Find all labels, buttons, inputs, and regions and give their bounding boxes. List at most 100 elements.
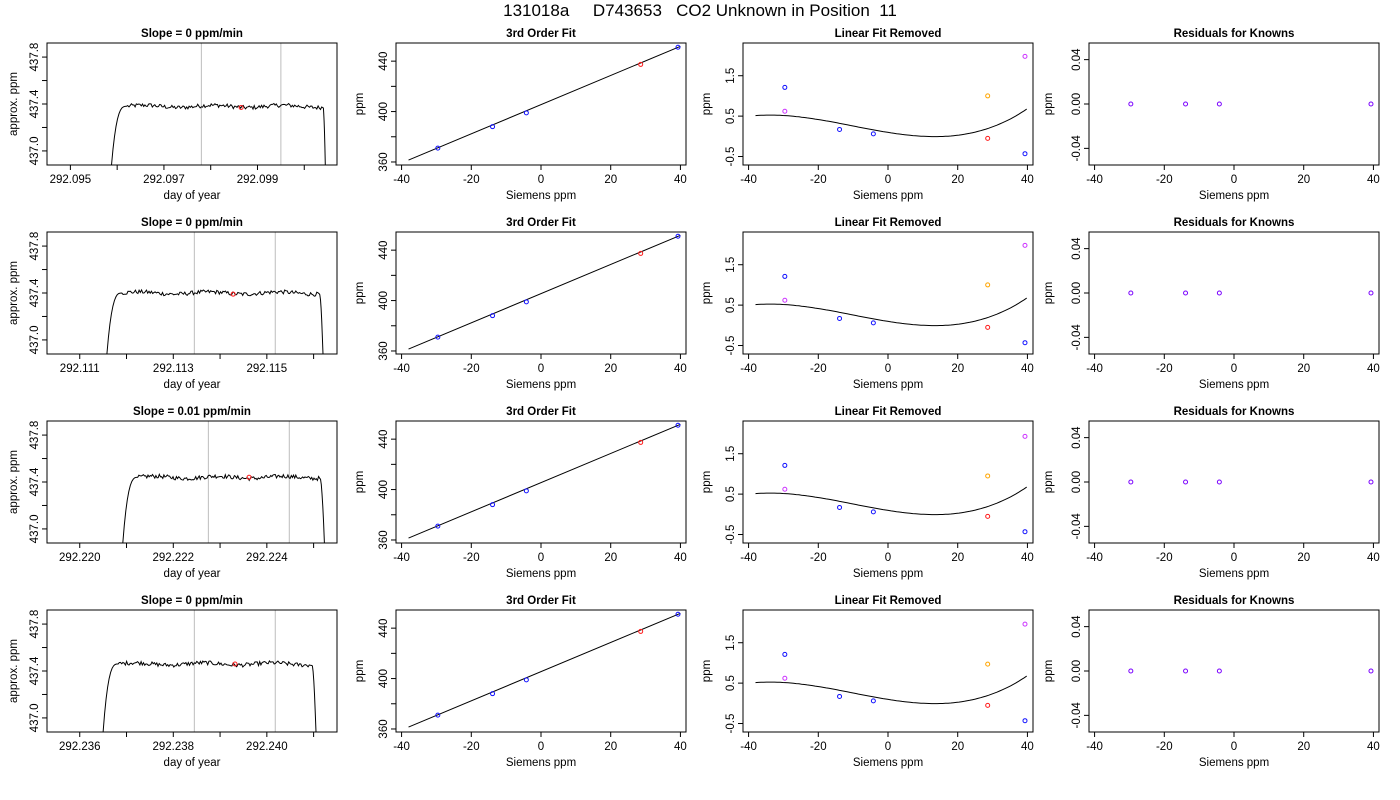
y-tick-label: -0.5 — [725, 714, 737, 734]
trace-line — [106, 288, 324, 354]
x-tick-label: -40 — [1086, 363, 1103, 375]
x-tick-label: 292.095 — [50, 174, 92, 186]
x-tick-label: -20 — [463, 174, 480, 186]
y-tick-label: -0.04 — [1071, 324, 1083, 351]
y-axis-label: approx. ppm — [8, 450, 20, 514]
panel-title: Linear Fit Removed — [835, 595, 942, 607]
y-tick-label: 437.8 — [29, 232, 41, 261]
y-tick-label: 0.5 — [725, 486, 737, 502]
y-tick-label: 0.5 — [725, 108, 737, 124]
known-point — [490, 502, 496, 508]
x-tick-label: 20 — [1297, 552, 1310, 564]
x-tick-label: 40 — [1367, 552, 1380, 564]
plot-area — [106, 232, 324, 354]
y-tick-label: 437.4 — [29, 89, 41, 118]
y-tick-label: -0.04 — [1071, 513, 1083, 540]
panel-title: 3rd Order Fit — [506, 595, 576, 607]
panel-title: Slope = 0 ppm/min — [141, 595, 243, 607]
y-tick-label: 0.04 — [1071, 426, 1083, 449]
y-axis-label: ppm — [354, 93, 366, 115]
panel-residuals-row3: Residuals for Knowns -40 -20 0 20 40 -0.04 0.00… — [1043, 406, 1380, 580]
y-tick-label: 0.5 — [725, 297, 737, 313]
y-tick-label: 437.4 — [29, 656, 41, 685]
y-axis-label: ppm — [701, 660, 713, 682]
y-tick-label: 360 — [378, 152, 390, 171]
x-tick-label: -40 — [393, 552, 410, 564]
x-axis-label: Siemens ppm — [1199, 757, 1269, 769]
plot-area — [755, 53, 1028, 157]
y-tick-label: -0.5 — [725, 147, 737, 167]
plot-frame — [46, 231, 338, 355]
known-point — [490, 313, 496, 319]
x-tick-label: -20 — [1156, 174, 1173, 186]
orange-point — [985, 93, 991, 99]
x-axis-label: day of year — [164, 379, 221, 391]
panel-trace-row4: Slope = 0 ppm/min 292.236 292.238 292.240 43… — [8, 595, 338, 769]
y-tick-label: 0.04 — [1071, 237, 1083, 260]
y-tick-label: 0.00 — [1071, 660, 1083, 682]
x-tick-label: 0 — [538, 174, 544, 186]
trace-line — [111, 102, 326, 165]
x-tick-label: -40 — [740, 174, 757, 186]
plot-frame — [1088, 42, 1380, 166]
known-point — [523, 299, 529, 305]
x-tick-label: -40 — [1086, 741, 1103, 753]
known-point — [870, 509, 876, 515]
panel-linear_removed-row1: Linear Fit Removed -40 -20 0 20 40 -0.5 0.5 1.5 S… — [701, 28, 1034, 202]
plot-frame — [395, 420, 687, 544]
x-tick-label: 292.220 — [59, 552, 101, 564]
residual-point — [1128, 101, 1134, 107]
trace-line — [102, 659, 317, 732]
y-axis-label: approx. ppm — [8, 72, 20, 136]
magenta-point — [782, 675, 788, 681]
known-point — [870, 698, 876, 704]
panel-fit-row3: 3rd Order Fit -40 -20 0 20 40 360 400 440 Siemens… — [354, 406, 687, 580]
y-tick-label: 0.00 — [1071, 282, 1083, 304]
x-axis-label: Siemens ppm — [853, 757, 923, 769]
y-tick-label: 360 — [378, 341, 390, 360]
plot-area — [1128, 668, 1374, 674]
y-axis-label: ppm — [354, 660, 366, 682]
residual-point — [1183, 479, 1189, 485]
x-axis-label: Siemens ppm — [506, 757, 576, 769]
unknown-point — [238, 105, 244, 111]
residual-point — [1368, 290, 1374, 296]
residual-point — [1128, 479, 1134, 485]
x-tick-label: 40 — [674, 552, 687, 564]
x-tick-label: 20 — [951, 174, 964, 186]
x-tick-label: 292.099 — [237, 174, 279, 186]
plot-frame — [1088, 609, 1380, 733]
panel-title: Slope = 0.01 ppm/min — [133, 406, 251, 418]
plot-area — [102, 610, 317, 732]
x-axis-label: day of year — [164, 190, 221, 202]
plot-area — [111, 43, 326, 165]
known-point — [490, 124, 496, 130]
x-tick-label: -40 — [1086, 174, 1103, 186]
y-axis-label: ppm — [701, 93, 713, 115]
y-tick-label: 440 — [378, 52, 390, 71]
panel-linear_removed-row3: Linear Fit Removed -40 -20 0 20 40 -0.5 0.5 1.5 S… — [701, 406, 1034, 580]
panel-title: Linear Fit Removed — [835, 406, 942, 418]
x-tick-label: 20 — [604, 174, 617, 186]
known-point — [837, 315, 843, 321]
x-axis-label: day of year — [164, 757, 221, 769]
y-axis-label: ppm — [354, 282, 366, 304]
x-tick-label: -40 — [740, 363, 757, 375]
y-axis-label: ppm — [1043, 660, 1055, 682]
x-tick-label: 0 — [885, 363, 891, 375]
plot-frame — [742, 609, 1034, 733]
plot-area — [755, 621, 1028, 724]
x-tick-label: 292.115 — [246, 363, 287, 375]
x-tick-label: 292.238 — [153, 741, 195, 753]
panel-title: Residuals for Knowns — [1174, 595, 1295, 607]
residual-point — [1216, 101, 1222, 107]
x-tick-label: -40 — [393, 741, 410, 753]
y-tick-label: 437.0 — [29, 704, 41, 733]
x-tick-label: 40 — [1367, 174, 1380, 186]
y-axis-label: ppm — [1043, 471, 1055, 493]
trace-line — [122, 472, 325, 543]
x-axis-label: Siemens ppm — [1199, 568, 1269, 580]
magenta-point — [782, 486, 788, 492]
panel-fit-row1: 3rd Order Fit -40 -20 0 20 40 360 400 440 Siemens… — [354, 28, 687, 202]
residual-point — [1216, 668, 1222, 674]
